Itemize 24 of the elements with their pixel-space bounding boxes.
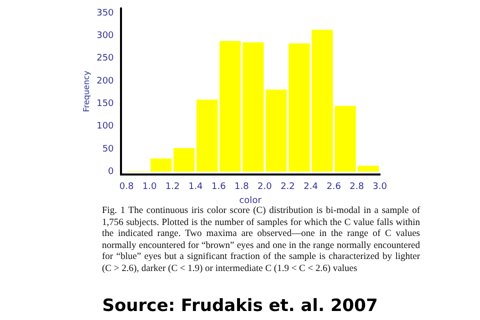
x-tick-label: 3.0 — [372, 182, 388, 192]
y-tick-label: 250 — [96, 54, 114, 64]
y-tick-label: 350 — [96, 8, 114, 18]
x-tick-label: 0.8 — [119, 182, 134, 192]
x-axis-title: color — [239, 196, 262, 206]
y-tick-label: 200 — [96, 76, 114, 86]
y-tick-label: 100 — [96, 122, 114, 132]
x-tick-label: 2.6 — [326, 182, 342, 192]
x-tick-label: 2.0 — [258, 182, 272, 192]
x-tick-label: 1.2 — [165, 182, 180, 192]
y-tick-label: 150 — [96, 98, 114, 109]
x-tick-label: 1.6 — [211, 182, 226, 192]
x-tick-label: 1.8 — [234, 182, 250, 192]
source-note: Source: Frudakis et. al. 2007 — [101, 296, 379, 316]
x-tick-label: 2.2 — [280, 182, 295, 192]
x-tick-label: 2.4 — [304, 182, 318, 192]
x-tick-label: 1.4 — [188, 182, 204, 192]
y-tick-label: 300 — [96, 30, 114, 41]
caption: Fig. 1 The continuous iris color score (C) distribution is bi-modal in a sample of 1,756 subjects. Plotted is the number of samples for which the C value falls within the indicated range. Two maxima are observed—one in the range of C values normally encountered for “brown” eyes and one in the range normally encountered for “blue” eyes but a significant fraction of the sample is characterized by lighter (C > 2.6), darker (C < 1.9) or intermediate C (1.9 < C < 2.6) values — [102, 206, 420, 275]
x-tick-label: 2.8 — [350, 182, 364, 192]
y-tick-label: 0 — [108, 167, 114, 178]
y-tick-label: 50 — [102, 144, 114, 154]
x-tick-label: 1.0 — [142, 182, 157, 192]
y-axis-title: Frequency — [82, 70, 91, 112]
